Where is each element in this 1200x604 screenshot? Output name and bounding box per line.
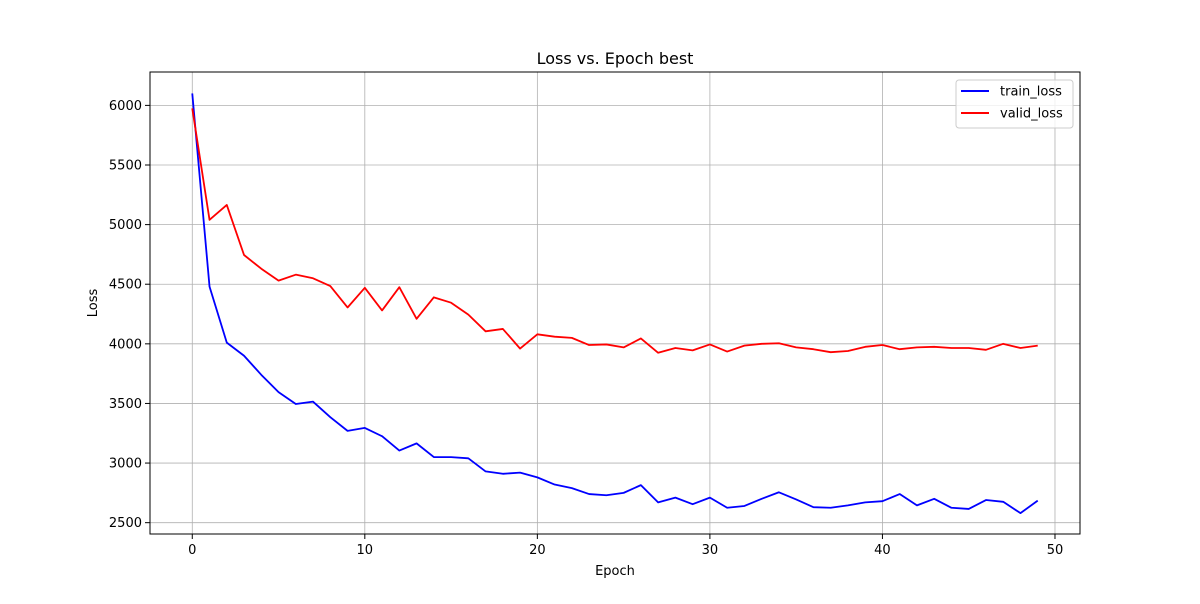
y-tick-label: 4500 — [109, 278, 142, 293]
plot-frame — [149, 71, 1081, 535]
y-axis-label: Loss — [86, 289, 101, 318]
chart-title: Loss vs. Epoch best — [537, 49, 694, 68]
x-tick-label: 10 — [357, 543, 374, 558]
legend-items: train_loss valid_loss — [961, 85, 1063, 122]
y-tick-label: 5500 — [109, 158, 142, 173]
x-tick-label: 0 — [188, 543, 196, 558]
legend-label-train-loss: train_loss — [1000, 85, 1062, 100]
x-tick-label: 30 — [702, 543, 719, 558]
y-tick-label: 5000 — [109, 218, 142, 233]
x-tick-label: 40 — [874, 543, 891, 558]
y-tick-label: 3500 — [109, 397, 142, 412]
series-line-train-loss — [191, 93, 1039, 515]
y-tick-label: 4000 — [109, 337, 142, 352]
legend-label-valid-loss: valid_loss — [1000, 107, 1063, 122]
x-axis-label: Epoch — [595, 564, 635, 579]
y-tick-label: 6000 — [109, 99, 142, 114]
x-tick-label: 20 — [529, 543, 546, 558]
y-tick-label: 2500 — [109, 516, 142, 531]
series-line-valid-loss — [191, 108, 1038, 354]
series-lines — [191, 93, 1039, 515]
x-tick-label: 50 — [1047, 543, 1064, 558]
legend: train_loss valid_loss — [955, 79, 1074, 129]
y-tick-label: 3000 — [109, 457, 142, 472]
axis-ticks: 0 10 20 30 40 50 2500 3000 3500 4000 4500 5000 5500 6… — [109, 99, 1063, 558]
